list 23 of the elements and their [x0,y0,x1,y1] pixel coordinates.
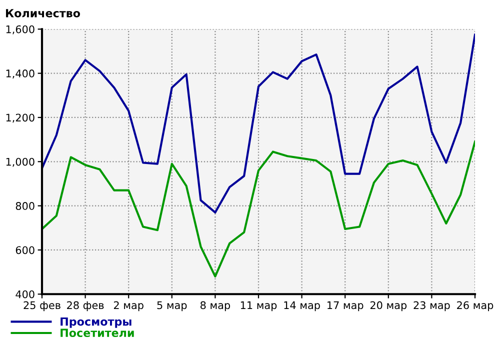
y-tick-label: 600 [16,246,34,254]
line-series [42,140,475,278]
x-tick-label: 25 фев [24,301,60,312]
legend-label: Просмотры [60,317,132,328]
x-tick-label: 17 мар [328,301,364,312]
x-tick-label: 2 мар [114,301,144,312]
y-tick-label: 400 [16,290,34,298]
x-tick-label: 14 мар [284,301,320,312]
y-tick-label: 1,000 [6,158,34,167]
y-tick-label: 800 [16,202,34,210]
y-axis-title: Количество [6,9,80,18]
legend-label: Посетители [60,328,134,338]
x-tick-label: 5 мар [157,301,187,312]
y-tick-label: 1,400 [6,70,34,78]
x-tick-label: 11 мар [240,301,277,312]
y-tick-label: 1,200 [6,114,34,123]
x-tick-label: 28 фев [67,301,104,312]
x-tick-label: 26 мар [457,301,494,312]
x-tick-label: 20 мар [370,301,407,312]
x-tick-label: 8 мар [200,301,230,312]
y-tick-label: 1,600 [6,25,34,34]
x-tick-label: 23 мар [414,301,450,312]
line-series [42,34,475,214]
